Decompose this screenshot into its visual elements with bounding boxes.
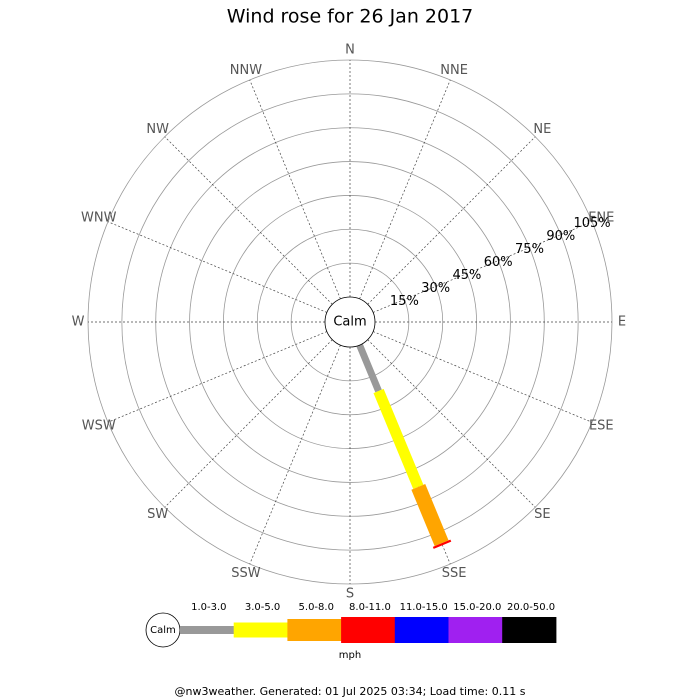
legend-label: 11.0-15.0 xyxy=(400,602,448,613)
wind-bar xyxy=(432,539,452,549)
direction-label: S xyxy=(346,587,354,602)
direction-label: ENE xyxy=(588,210,614,225)
legend-calm-label: Calm xyxy=(150,625,176,636)
ring-label: 15% xyxy=(390,294,419,309)
direction-label: N xyxy=(345,43,355,58)
legend-label: 15.0-20.0 xyxy=(453,602,501,613)
legend-swatch xyxy=(394,617,449,643)
calm-circle xyxy=(324,296,376,348)
spoke xyxy=(107,331,328,423)
direction-label: W xyxy=(72,315,85,330)
ring-label: 60% xyxy=(484,255,513,270)
legend-swatch xyxy=(341,617,396,643)
wind-bar xyxy=(411,484,449,547)
grid-ring xyxy=(189,161,511,483)
direction-label: SW xyxy=(147,507,168,522)
spoke xyxy=(367,339,536,508)
ring-label: 90% xyxy=(546,229,575,244)
direction-label: WSW xyxy=(82,419,116,434)
legend-units: mph xyxy=(339,650,361,661)
spoke xyxy=(249,79,341,300)
spoke xyxy=(372,221,593,313)
chart-title: Wind rose for 26 Jan 2017 xyxy=(227,6,474,28)
direction-label: E xyxy=(618,315,626,330)
ring-label: 105% xyxy=(573,216,610,231)
direction-label: NW xyxy=(146,122,169,137)
legend-label: 1.0-3.0 xyxy=(191,602,226,613)
legend-swatch xyxy=(502,617,557,643)
legend-swatch xyxy=(180,626,235,634)
spoke xyxy=(107,221,328,313)
direction-label: SE xyxy=(534,507,550,522)
calm-label: Calm xyxy=(333,315,366,330)
spoke xyxy=(372,331,593,423)
grid-ring xyxy=(256,228,444,416)
legend-swatch xyxy=(448,617,503,643)
legend-swatch xyxy=(287,619,342,641)
legend-label: 20.0-50.0 xyxy=(507,602,555,613)
direction-label: ESE xyxy=(589,419,614,434)
spoke xyxy=(249,344,341,565)
wind-bar xyxy=(373,388,424,490)
ring-label: 45% xyxy=(452,268,481,283)
direction-label: NE xyxy=(533,122,551,137)
spoke xyxy=(164,339,333,508)
direction-label: NNE xyxy=(440,63,468,78)
direction-label: SSE xyxy=(442,566,467,581)
direction-label: SSW xyxy=(231,566,261,581)
legend-label: 5.0-8.0 xyxy=(299,602,334,613)
direction-label: NNW xyxy=(230,63,262,78)
spoke xyxy=(164,136,333,305)
legend-swatch xyxy=(233,622,288,638)
direction-label: WNW xyxy=(81,210,117,225)
footer: @nw3weather. Generated: 01 Jul 2025 03:3… xyxy=(175,685,526,698)
legend-label: 8.0-11.0 xyxy=(349,602,391,613)
spoke xyxy=(367,136,536,305)
wind-bar xyxy=(356,343,382,393)
ring-label: 30% xyxy=(421,281,450,296)
spoke xyxy=(359,79,451,300)
legend-label: 3.0-5.0 xyxy=(245,602,280,613)
grid-ring xyxy=(121,93,579,551)
ring-label: 75% xyxy=(515,242,544,257)
